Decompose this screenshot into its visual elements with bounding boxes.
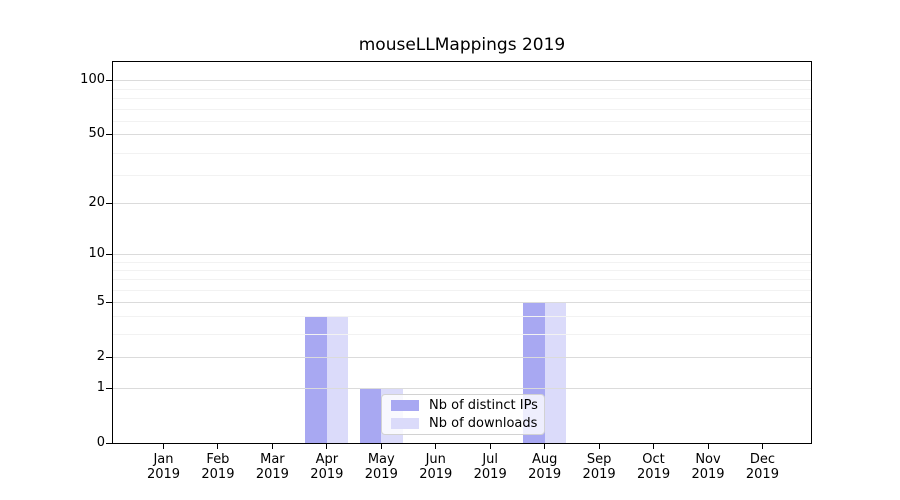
minor-gridline	[113, 334, 811, 335]
major-gridline	[113, 388, 811, 389]
minor-gridline	[113, 316, 811, 317]
x-tick-mark	[653, 444, 655, 449]
x-tick-month: Mar	[260, 452, 285, 467]
x-tick-year: 2019	[255, 467, 289, 482]
x-tick-mark	[544, 444, 546, 449]
minor-gridline	[113, 262, 811, 263]
y-tick-mark	[106, 388, 112, 389]
y-tick-mark	[106, 302, 112, 303]
bar-distinct-ips-may	[359, 388, 382, 443]
y-tick-mark	[106, 80, 112, 81]
x-tick-month: Nov	[695, 452, 721, 467]
y-tick-label: 100	[80, 72, 105, 87]
x-tick-month: Aug	[531, 452, 558, 467]
y-tick-label: 5	[96, 294, 105, 309]
x-tick-label: Oct 2019	[626, 452, 682, 482]
bar-downloads-aug	[544, 302, 567, 443]
bar-downloads-apr	[326, 316, 349, 443]
x-tick-label: Dec 2019	[734, 452, 790, 482]
x-tick-year: 2019	[691, 467, 725, 482]
major-gridline	[113, 302, 811, 303]
minor-gridline	[113, 290, 811, 291]
x-tick-mark	[435, 444, 437, 449]
x-tick-mark	[707, 444, 709, 449]
y-tick-mark	[106, 254, 112, 255]
x-tick-mark	[217, 444, 219, 449]
x-tick-year: 2019	[310, 467, 344, 482]
x-tick-label: Jan 2019	[136, 452, 192, 482]
x-tick-month: Apr	[315, 452, 339, 467]
x-tick-year: 2019	[582, 467, 616, 482]
x-tick-month: Oct	[642, 452, 665, 467]
x-tick-label: Aug 2019	[517, 452, 573, 482]
x-tick-label: Jul 2019	[462, 452, 518, 482]
x-tick-month: Jun	[425, 452, 446, 467]
x-tick-month: Sep	[586, 452, 612, 467]
minor-gridline	[113, 270, 811, 271]
x-tick-month: Jan	[153, 452, 174, 467]
major-gridline	[113, 254, 811, 255]
major-gridline	[113, 357, 811, 358]
x-tick-month: May	[367, 452, 395, 467]
legend-label-downloads: Nb of downloads	[429, 416, 538, 431]
minor-gridline	[113, 89, 811, 90]
x-tick-year: 2019	[419, 467, 453, 482]
chart-title: mouseLLMappings 2019	[358, 35, 566, 55]
y-tick-label: 2	[96, 349, 105, 364]
x-tick-year: 2019	[364, 467, 398, 482]
x-tick-year: 2019	[146, 467, 181, 482]
x-tick-year: 2019	[528, 467, 562, 482]
x-tick-mark	[326, 444, 328, 449]
x-tick-mark	[489, 444, 491, 449]
x-tick-mark	[271, 444, 273, 449]
legend-label-distinct-ips: Nb of distinct IPs	[429, 398, 538, 413]
minor-gridline	[113, 153, 811, 154]
x-tick-label: Jun 2019	[408, 452, 464, 482]
x-tick-label: Feb 2019	[190, 452, 246, 482]
x-tick-year: 2019	[201, 467, 235, 482]
x-tick-label: Mar 2019	[244, 452, 300, 482]
legend: Nb of distinct IPs Nb of downloads	[381, 394, 545, 435]
x-tick-label: Apr 2019	[299, 452, 355, 482]
legend-item-downloads: Nb of downloads	[391, 416, 544, 431]
x-tick-year: 2019	[473, 467, 507, 482]
y-tick-mark	[106, 203, 112, 204]
x-tick-mark	[598, 444, 600, 449]
bar-distinct-ips-apr	[305, 316, 327, 443]
y-tick-label: 50	[88, 126, 105, 141]
legend-swatch-distinct-ips	[391, 400, 419, 411]
x-tick-label: Nov 2019	[680, 452, 736, 482]
minor-gridline	[113, 121, 811, 122]
x-tick-month: Jul	[482, 452, 499, 467]
x-tick-year: 2019	[745, 467, 779, 482]
minor-gridline	[113, 279, 811, 280]
y-tick-label: 0	[96, 435, 105, 450]
major-gridline	[113, 134, 811, 135]
minor-gridline	[113, 109, 811, 110]
x-tick-label: Sep 2019	[571, 452, 627, 482]
plot-area: 0 1 2 5 10 20 50 100 Jan 2019 Feb 2019 Mar 2019 Apr 201…	[80, 61, 812, 482]
major-gridline	[113, 203, 811, 204]
y-tick-label: 1	[96, 380, 105, 395]
minor-gridline	[113, 175, 811, 176]
x-tick-mark	[761, 444, 763, 449]
x-tick-year: 2019	[637, 467, 671, 482]
y-tick-label: 20	[88, 195, 105, 210]
x-tick-mark	[380, 444, 382, 449]
y-tick-label: 10	[88, 246, 105, 261]
y-tick-mark	[106, 443, 112, 444]
legend-swatch-downloads	[391, 418, 419, 429]
minor-gridline	[113, 98, 811, 99]
y-tick-mark	[106, 357, 112, 358]
x-tick-mark	[163, 444, 164, 449]
x-tick-label: May 2019	[353, 452, 409, 482]
y-tick-mark	[106, 134, 112, 135]
x-tick-month: Dec	[749, 452, 776, 467]
x-tick-month: Feb	[206, 452, 230, 467]
legend-item-distinct-ips: Nb of distinct IPs	[391, 398, 544, 413]
major-gridline	[113, 80, 811, 81]
